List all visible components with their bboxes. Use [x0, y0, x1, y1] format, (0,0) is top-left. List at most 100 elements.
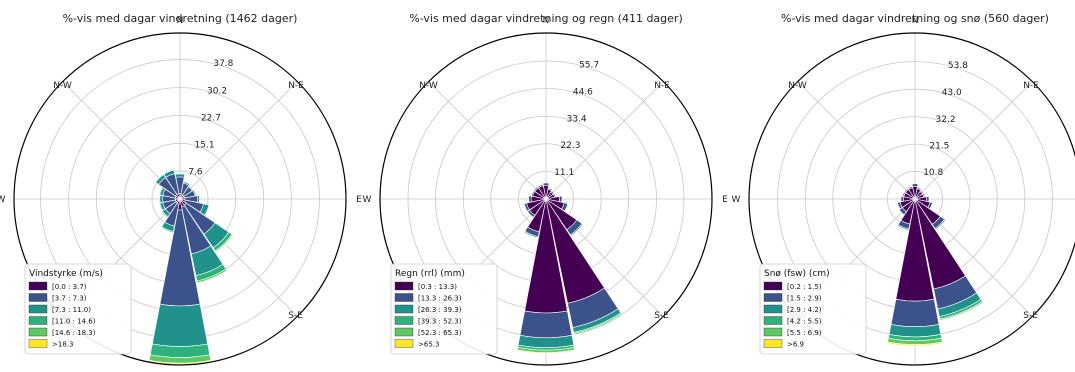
windrose-3-dir-ne-label: N-E — [1023, 81, 1039, 91]
windrose-2-sector-wsw-bin-3 — [523, 203, 528, 213]
windrose-2-dir-ne-label: N-E — [654, 81, 670, 91]
windrose-1-spoke — [179, 81, 298, 200]
windrose-2-sector-sse-bin-5 — [573, 313, 623, 336]
windrose-2-frame — [379, 32, 713, 366]
windrose-3-sector-ssw-bin-3 — [897, 224, 910, 231]
windrose-2-sector-nnw-bin-2 — [537, 184, 544, 189]
windrose-3-legend-item: [5.5 : 6.9) — [787, 329, 822, 337]
windrose-1-radial-tick: 22.7 — [201, 113, 221, 123]
windrose-1-dir-nw-label: N-W — [53, 81, 72, 91]
windrose-2-dir-nw-label: N-W — [419, 81, 438, 91]
windrose-2-legend-item: [39.3 : 52.3) — [418, 318, 462, 326]
windrose-2-sector-sw-bin-3 — [526, 211, 534, 219]
windrose-3-sector-se-bin-3 — [934, 218, 947, 231]
windrose-3-legend-swatch — [763, 316, 783, 325]
windrose-1-legend: Vindstyrke (m/s) [0.0 : 3.7) [3.7 : 7.3) [7… — [24, 263, 132, 355]
windrose-1-sector-nnw-bin-4 — [162, 169, 175, 175]
windrose-1-legend-swatch — [28, 293, 48, 302]
windrose-3-radial-tick: 43.0 — [942, 88, 962, 98]
windrose-2-sector-s-bin-6 — [516, 349, 576, 354]
windrose-1-sector-sw-bin-4 — [160, 210, 169, 219]
windrose-1-legend-swatch — [28, 327, 48, 337]
windrose-1-sector-wnw-bin-4 — [158, 186, 164, 196]
windrose-1-title: %-vis med dagar vindretning (1462 dager) — [63, 12, 298, 25]
windrose-3-legend-item: [2.9 : 4.2) — [787, 306, 822, 314]
windrose-2-dir-se-label: S-E — [654, 311, 669, 321]
windrose-1-legend-item: [11.0 : 14.6) — [52, 318, 96, 326]
windrose-1-radial-tick: 7.6 — [188, 168, 203, 178]
windrose-1-legend-swatch — [28, 304, 48, 314]
windrose-3-legend-swatch — [763, 339, 783, 348]
windrose-1-legend-swatch — [28, 339, 48, 348]
windrose-3-radial-tick: 32.2 — [936, 115, 956, 125]
windrose-2: %-vis med dagar vindretning og regn (411… — [363, 12, 728, 366]
windrose-2-legend-swatch — [394, 339, 414, 348]
windrose-2-spoke — [545, 81, 664, 200]
windrose-2-legend-swatch — [394, 327, 414, 337]
windrose-1: %-vis med dagar vindretning (1462 dager)… — [0, 12, 362, 366]
windrose-1-sector-n-bin-4 — [174, 172, 186, 175]
windrose-2-sector-se-bin-3 — [569, 222, 584, 237]
windrose-2-radial-tick: 11.1 — [554, 168, 574, 178]
windrose-3-sector-nnw-bin-2 — [907, 186, 914, 190]
windrose-2-legend-swatch — [394, 281, 414, 291]
windrose-1-legend-item: [3.7 : 7.3) — [52, 295, 87, 303]
windrose-1-legend-item: [0.0 : 3.7) — [52, 283, 87, 291]
windrose-2-title: %-vis med dagar vindretning og regn (411… — [409, 12, 683, 25]
windrose-1-sector-sse-bin-5 — [196, 268, 228, 284]
windrose-1-sector-nw-bin-4 — [154, 173, 164, 183]
windrose-2-legend-box — [390, 263, 498, 355]
windrose-1-legend-box — [24, 263, 132, 355]
windrose-3-sector-w-bin-2 — [900, 196, 905, 202]
windrose-2-spoke — [428, 81, 547, 200]
windrose-1-dir-se-label: S-E — [288, 311, 303, 321]
windrose-3-legend-item: [4.2 : 5.5) — [787, 318, 822, 326]
windrose-3-radial-tick: 21.5 — [929, 142, 949, 152]
windrose-1-dir-w-label: W — [0, 195, 6, 205]
windrose-2-legend-item: [13.3 : 26.3) — [418, 295, 462, 303]
windrose-1-legend-swatch — [28, 281, 48, 291]
windrose-1-legend-item: [7.3 : 11.0) — [52, 306, 91, 314]
windrose-3-frame — [748, 32, 1075, 366]
windrose-3-legend-swatch — [763, 293, 783, 302]
windrose-2-radial-tick: 33.4 — [567, 114, 587, 124]
windrose-3-legend-swatch — [763, 327, 783, 337]
windrose-3-sector-sw-bin-3 — [898, 209, 905, 216]
windrose-1-sector-s-bin-6 — [148, 359, 212, 365]
windrose-2-sector-n-bin-2 — [542, 182, 550, 186]
windrose-3-dir-se-label: S-E — [1023, 311, 1038, 321]
windrose-3-dir-w-label: W — [732, 195, 741, 205]
windrose-2-sector-e-bin-2 — [559, 195, 563, 203]
windrose-2-legend-title: Regn (rrl) (mm) — [395, 269, 465, 279]
windrose-3-radial-tick: 53.8 — [948, 61, 968, 71]
windrose-1-dir-ne-label: N-E — [288, 81, 304, 91]
windrose-1-radial-tick: 30.2 — [207, 86, 227, 96]
windrose-1-sector-w-bin-3 — [159, 194, 164, 204]
windrose-3-legend: Snø (fsw) (cm) [0.2 : 1.5) [1.5 : 2.9) [2.9… — [759, 263, 867, 355]
windrose-2-dir-n-label: N — [543, 16, 550, 26]
windrose-2-legend-item: >65.3 — [418, 341, 439, 349]
windrose-3-sector-wsw-bin-3 — [896, 202, 901, 210]
windrose-1-sector-ssw-bin-4 — [160, 226, 174, 233]
windrose-2-dir-e-label: E — [722, 195, 728, 205]
windrose-3-legend-box — [759, 263, 867, 355]
windrose-1-legend-swatch — [28, 316, 48, 325]
windrose-2-radial-tick: 55.7 — [579, 61, 599, 71]
windrose-2-radial-tick: 44.6 — [573, 87, 593, 97]
windrose-2-legend-item: [26.3 : 39.3) — [418, 306, 462, 314]
windrose-3-legend-title: Snø (fsw) (cm) — [764, 269, 830, 279]
windrose-3-sector-s-bin-6 — [887, 341, 943, 347]
windrose-1-dir-e-label: E — [356, 195, 362, 205]
windrose-1-sector-se-bin-5 — [214, 233, 234, 253]
windrose-1-frame — [13, 32, 347, 366]
windrose-3-sector-n-bin-2 — [911, 183, 919, 187]
windrose-2-legend-item: [52.3 : 65.3) — [418, 329, 462, 337]
windrose-2-radial-tick: 22.3 — [560, 141, 580, 151]
windrose-1-sector-e-bin-3 — [197, 194, 200, 204]
windrose-3-title: %-vis med dagar vindretning og snø (560 … — [781, 12, 1049, 25]
windrose-2-dir-w-label: W — [363, 195, 372, 205]
windrose-3-sector-sse-bin-5 — [939, 301, 984, 321]
windrose-2-sector-nne-bin-2 — [547, 187, 553, 192]
windrose-2-sector-ssw-bin-3 — [523, 230, 539, 239]
